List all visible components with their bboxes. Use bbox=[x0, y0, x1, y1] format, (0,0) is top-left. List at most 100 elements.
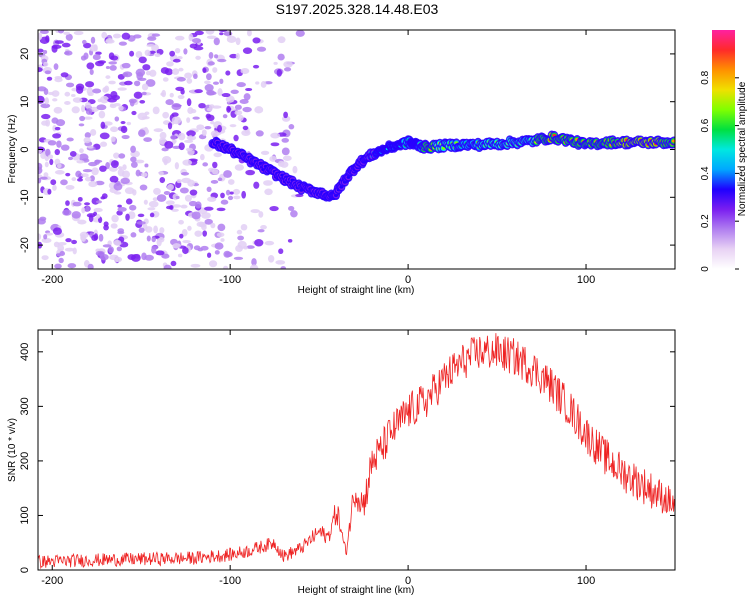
spectrogram-speckle bbox=[64, 91, 71, 97]
spectrogram-speckle bbox=[112, 33, 122, 39]
spectrogram-speckle bbox=[283, 67, 292, 72]
spectrogram-speckle bbox=[142, 64, 151, 71]
spectrogram-speckle bbox=[235, 53, 240, 60]
spectrogram-speckle bbox=[212, 161, 218, 169]
spectrogram-speckle bbox=[68, 156, 74, 161]
spectrogram-speckle bbox=[223, 265, 229, 269]
spectrogram-speckle bbox=[230, 89, 239, 94]
spectrogram-speckle bbox=[136, 71, 144, 80]
spectrogram-speckle bbox=[234, 104, 242, 110]
spectrogram-speckle bbox=[110, 223, 118, 229]
spectrogram-speckle bbox=[120, 177, 130, 185]
spectrogram-speckle bbox=[83, 116, 93, 120]
spectrogram-speckle bbox=[82, 169, 93, 173]
spectrogram-speckle bbox=[82, 39, 87, 45]
spectrogram-speckle bbox=[225, 70, 231, 76]
spectrogram-speckle bbox=[105, 75, 111, 79]
spectrogram-speckle bbox=[204, 83, 214, 92]
spectrogram-speckle bbox=[121, 62, 131, 69]
spectrogram-speckle bbox=[277, 36, 286, 44]
spectrogram-speckle bbox=[226, 35, 237, 43]
spectrogram-speckle bbox=[38, 95, 45, 104]
spectrogram-speckle bbox=[38, 32, 43, 41]
spectrogram-speckle bbox=[179, 187, 189, 194]
snr-y-tick-label: 200 bbox=[19, 452, 31, 470]
spectrogram-x-tick-label: 0 bbox=[405, 274, 411, 286]
spectrogram-speckle bbox=[130, 232, 137, 238]
spectrogram-speckle bbox=[200, 153, 205, 161]
spectrogram-speckle bbox=[178, 67, 184, 72]
spectrogram-speckle bbox=[44, 97, 50, 105]
spectrogram-speckle bbox=[260, 81, 267, 88]
spectrogram-speckle bbox=[38, 48, 44, 53]
spectrogram-speckle bbox=[93, 211, 98, 217]
spectrogram-speckle bbox=[39, 216, 47, 222]
spectrogram-speckle bbox=[170, 260, 177, 267]
spectrogram-x-tick-label: -100 bbox=[219, 274, 241, 286]
spectrogram-speckle bbox=[78, 123, 85, 127]
spectrogram-speckle bbox=[198, 102, 206, 109]
spectrogram-x-tick-label: 100 bbox=[577, 274, 595, 286]
spectrogram-speckle bbox=[41, 113, 51, 120]
spectrogram-speckle bbox=[227, 179, 235, 185]
spectrogram-speckle bbox=[38, 233, 42, 241]
spectrogram-speckle bbox=[208, 104, 215, 109]
spectrogram-speckle bbox=[202, 230, 208, 237]
spectrogram-speckle bbox=[270, 132, 281, 139]
spectrogram-speckle bbox=[229, 53, 238, 59]
spectrogram-speckle bbox=[288, 206, 295, 211]
spectrogram-speckle bbox=[90, 36, 96, 44]
snr-y-tick-label: 400 bbox=[19, 343, 31, 361]
spectrogram-speckle bbox=[117, 230, 125, 235]
spectrogram-speckle bbox=[46, 76, 53, 81]
spectrogram-speckle bbox=[222, 114, 228, 119]
spectrogram-speckle bbox=[152, 197, 159, 202]
spectrogram-speckle bbox=[204, 125, 212, 130]
spectrogram-speckle bbox=[171, 116, 182, 125]
spectrogram-speckle bbox=[152, 106, 160, 115]
spectrogram-speckle bbox=[240, 223, 248, 231]
spectrogram-speckle bbox=[283, 61, 293, 68]
spectrogram-speckle bbox=[77, 197, 83, 202]
spectrogram-speckle bbox=[144, 254, 154, 261]
spectrogram-speckle bbox=[220, 199, 229, 205]
spectrogram-speckle bbox=[159, 137, 167, 145]
spectrogram-speckle bbox=[210, 130, 220, 137]
ridge-core bbox=[441, 146, 446, 150]
spectrogram-speckle bbox=[135, 50, 143, 59]
spectrogram-speckle bbox=[288, 124, 295, 130]
spectrogram-speckle bbox=[208, 260, 218, 268]
spectrogram-speckle bbox=[45, 35, 50, 43]
spectrogram-speckle bbox=[186, 98, 192, 107]
spectrogram-speckle bbox=[246, 30, 252, 37]
spectrogram-speckle bbox=[71, 211, 81, 219]
spectrogram-speckle bbox=[96, 104, 107, 111]
spectrogram-speckle bbox=[179, 233, 184, 239]
spectrogram-speckle bbox=[80, 55, 87, 61]
spectrogram-speckle bbox=[109, 103, 115, 107]
spectrogram-speckle bbox=[141, 91, 147, 96]
spectrogram-speckle bbox=[56, 140, 62, 148]
spectrogram-speckle bbox=[108, 61, 118, 65]
spectrogram-speckle bbox=[60, 144, 70, 151]
spectrogram-speckle bbox=[263, 180, 273, 186]
spectrogram-speckle bbox=[167, 184, 174, 191]
spectrogram-speckle bbox=[287, 238, 293, 243]
spectrogram-speckle bbox=[38, 149, 43, 154]
spectrogram-speckle bbox=[69, 150, 77, 157]
spectrogram-speckle bbox=[252, 37, 261, 44]
spectrogram-speckle bbox=[81, 104, 86, 113]
spectrogram-speckle bbox=[47, 154, 54, 159]
spectrogram-speckle bbox=[65, 238, 72, 243]
spectrogram-speckle bbox=[204, 80, 211, 85]
spectrogram-speckle bbox=[189, 189, 198, 196]
snr-series-line bbox=[38, 333, 675, 570]
spectrogram-speckle bbox=[98, 110, 106, 119]
spectrogram-speckle bbox=[90, 128, 97, 136]
spectrogram-speckle bbox=[110, 126, 119, 133]
spectrogram-speckle bbox=[180, 88, 185, 95]
spectrogram-speckle bbox=[71, 177, 77, 182]
spectrogram-speckle bbox=[122, 164, 127, 171]
spectrogram-speckle bbox=[99, 165, 107, 172]
